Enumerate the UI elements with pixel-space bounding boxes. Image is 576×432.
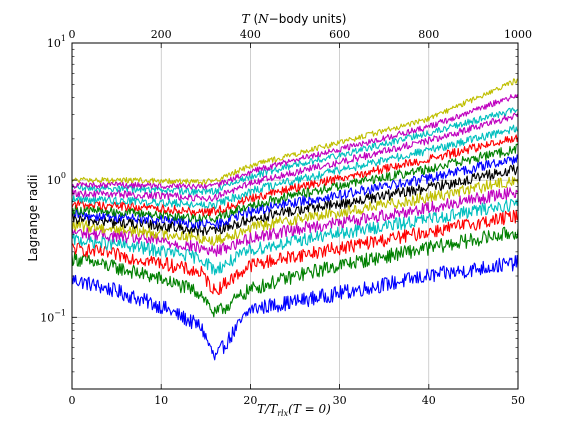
- lagrange-radius-series-5: [71, 187, 519, 257]
- x-tick-label: 20: [243, 394, 257, 407]
- x-axis-label: T/Trlx(T = 0): [257, 402, 331, 418]
- lagrange-radius-series-9: [71, 143, 519, 223]
- top-x-tick-label: 1000: [504, 28, 532, 41]
- y-tick-label: 10−1: [40, 308, 66, 324]
- lagrange-radius-series-2: [71, 226, 519, 318]
- x-axis-label-main: T/T: [257, 402, 278, 416]
- x-tick-label: 40: [422, 394, 436, 407]
- top-x-tick-label: 400: [240, 28, 261, 41]
- x-tick-label: 10: [154, 394, 168, 407]
- top-x-axis-label: T (N−body units): [242, 12, 347, 26]
- lagrange-radius-series-10: [71, 134, 519, 217]
- x-tick-label: 30: [333, 394, 347, 407]
- top-x-tick-label: 0: [69, 28, 76, 41]
- top-x-tick-label: 200: [151, 28, 172, 41]
- lagrange-radius-series-11: [71, 124, 519, 210]
- lagrange-radius-series-12: [71, 112, 519, 202]
- top-x-axis-label-var: T: [242, 12, 251, 26]
- top-x-tick-label: 800: [418, 28, 439, 41]
- y-tick-label: 101: [47, 34, 66, 50]
- ticks: 0 10 20 30 40 50 0 200 400 600 800 1000 10−1 100 101: [40, 28, 532, 407]
- lagrange-radius-series-14: [71, 94, 519, 190]
- x-tick-label: 50: [511, 394, 525, 407]
- top-x-axis-label-rest2: −body units): [269, 12, 347, 26]
- x-axis-label-rest: (T = 0): [288, 402, 331, 416]
- lagrange-radius-series-6: [71, 176, 519, 247]
- plot-frame: [71, 42, 519, 390]
- lagrange-radius-series-1: [71, 254, 519, 361]
- top-x-axis-label-rest1: (: [250, 12, 259, 26]
- lagrange-radius-series-4: [71, 197, 519, 276]
- y-axis-label: Lagrange radii: [26, 175, 40, 262]
- x-tick-label: 0: [69, 394, 76, 407]
- x-axis-label-sub: rlx: [277, 409, 288, 418]
- series-group: [71, 78, 519, 361]
- top-x-axis-label-n: N: [257, 12, 269, 26]
- lagrange-radius-series-13: [71, 107, 519, 196]
- lagrange-radius-series-7: [71, 164, 519, 237]
- lagrange-radius-series-15: [71, 78, 519, 186]
- y-tick-label: 100: [47, 171, 66, 187]
- lagrange-radius-series-3: [71, 209, 519, 296]
- lagrange-radius-series-8: [71, 154, 519, 230]
- top-x-tick-label: 600: [329, 28, 350, 41]
